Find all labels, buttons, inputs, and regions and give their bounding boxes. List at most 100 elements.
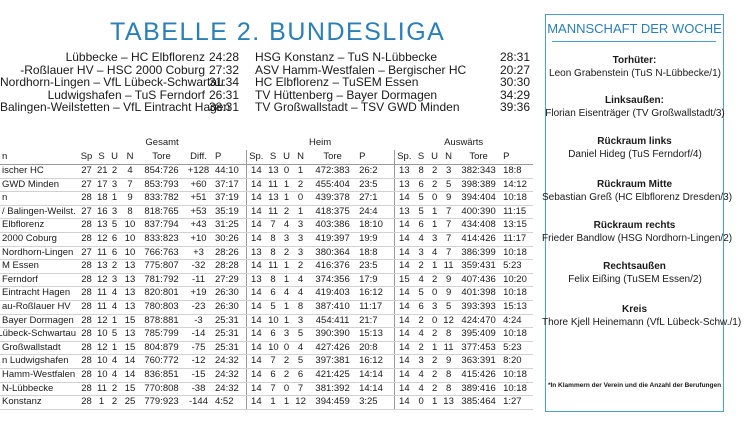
table-cell: 472:383 <box>308 164 358 179</box>
table-cell: 13 <box>121 286 139 301</box>
table-cell: 13 <box>394 205 415 220</box>
table-cell: 385:464 <box>456 395 502 410</box>
table-cell: 1 <box>293 164 309 179</box>
table-cell: 1 <box>95 395 108 410</box>
table-cell: 9 <box>441 286 457 301</box>
table-cell: 13 <box>246 273 267 288</box>
table-cell: 8 <box>441 368 457 383</box>
table-cell: 14 <box>394 382 415 397</box>
table-cell: 13 <box>266 164 281 179</box>
group-label-heim: Heim <box>309 137 332 148</box>
table-cell: +128 <box>184 164 213 179</box>
column-header: S <box>414 150 429 165</box>
table-cell: 5 <box>266 300 281 315</box>
table-cell: 424:470 <box>456 314 502 329</box>
match-score: 28:31 <box>499 50 530 64</box>
table-cell: 26:2 <box>357 164 395 179</box>
team-cell: M Essen <box>0 259 78 274</box>
table-cell: 833:823 <box>139 232 184 247</box>
table-cell: 4 <box>293 341 309 356</box>
team-name: GWD Minden <box>2 178 60 190</box>
table-cell: 393:393 <box>456 300 502 315</box>
table-cell: 780:803 <box>139 300 184 315</box>
table-cell: +60 <box>184 178 213 193</box>
table-cell: 23:5 <box>357 178 395 193</box>
table-cell: 398:389 <box>456 178 502 193</box>
page-title: TABELLE 2. BUNDESLIGA <box>110 18 446 46</box>
table-cell: 418:375 <box>308 205 358 220</box>
table-cell: 14:12 <box>501 178 534 193</box>
result-row: Balingen-Weilstetten – VfL Eintracht Hag… <box>0 101 533 114</box>
table-cell: 24:32 <box>213 354 247 369</box>
table-cell: 377:453 <box>456 341 502 356</box>
table-cell: 28:26 <box>213 246 247 261</box>
table-cell: 419:403 <box>308 286 358 301</box>
table-cell: 14 <box>246 286 267 301</box>
table-row: Hamm-Westfalen 28 10 4 14 836:851 -15 24:32 14 6 2… <box>0 368 534 383</box>
table-cell: 15:13 <box>501 300 534 315</box>
table-cell: 18 <box>95 191 108 206</box>
table-cell: 4 <box>108 354 121 369</box>
team-name: N-Lübbecke <box>2 382 54 394</box>
team-cell: Eintracht Hagen <box>0 286 78 301</box>
table-cell: 26:30 <box>213 300 247 315</box>
table-cell: 10:20 <box>501 273 534 288</box>
table-cell: 4 <box>414 232 429 247</box>
table-cell: 374:356 <box>308 273 358 288</box>
column-header: Tore <box>456 150 502 165</box>
table-cell: 9 <box>441 273 457 288</box>
table-cell: 14 <box>394 368 415 383</box>
table-cell: 14 <box>246 300 267 315</box>
team-name: ischer HC <box>2 165 44 176</box>
table-cell: 3 <box>108 178 121 193</box>
column-header: U <box>108 150 121 165</box>
table-cell: 10 <box>121 218 139 233</box>
table-cell: 3 <box>293 314 309 329</box>
table-cell: 18:8 <box>357 246 395 261</box>
table-row: Ferndorf 28 12 3 13 781:792 -11 27:29 13 8 1 4 374:3… <box>0 273 534 288</box>
table-cell: 2 <box>428 178 442 193</box>
player-name: Frieder Bandlow (HSG Nordhorn-Lingen/2) <box>542 233 733 244</box>
table-cell: 2 <box>428 368 442 383</box>
table-cell: 4:24 <box>501 314 534 329</box>
table-cell: 395:409 <box>456 327 502 342</box>
table-cell: 4 <box>293 286 309 301</box>
table-cell: 5 <box>108 327 121 342</box>
table-cell: 766:763 <box>139 246 184 261</box>
table-cell: 17:9 <box>357 273 395 288</box>
table-cell: 2 <box>428 327 442 342</box>
table-cell: 2 <box>280 354 294 369</box>
table-cell: +51 <box>184 191 213 206</box>
team-cell: GWD Minden <box>0 178 78 193</box>
column-header: Sp. <box>394 150 415 165</box>
position-label: Kreis <box>621 304 647 315</box>
table-cell: 5 <box>414 286 429 301</box>
table-cell: 12 <box>95 314 108 329</box>
table-cell: 421:425 <box>308 368 358 383</box>
table-cell: 13 <box>121 259 139 274</box>
table-cell: 760:772 <box>139 354 184 369</box>
table-cell: 27:1 <box>357 191 395 206</box>
table-cell: 7 <box>266 354 281 369</box>
table-cell: 21:7 <box>357 314 395 329</box>
table-cell: 2 <box>108 164 121 179</box>
table-cell: 4 <box>280 218 294 233</box>
table-cell: 4 <box>108 368 121 383</box>
table-cell: 13 <box>95 259 108 274</box>
table-cell: 11 <box>95 382 108 397</box>
table-cell: 1 <box>428 395 442 410</box>
table-cell: 6 <box>108 232 121 247</box>
team-cell: N-Lübbecke <box>0 382 78 397</box>
table-cell: 11 <box>266 205 281 220</box>
table-cell: 13 <box>394 178 415 193</box>
standings-table-wrap: Gesamt Heim Auswärts n Sp S U N Tore Diff. P Sp.… <box>0 135 534 410</box>
team-cell: / Balingen-Weilst. <box>0 205 78 220</box>
table-cell: 24:32 <box>213 382 247 397</box>
table-cell: 5 <box>293 354 309 369</box>
table-cell: 28 <box>78 191 95 206</box>
table-cell: 434:408 <box>456 218 502 233</box>
table-cell: 2 <box>428 273 442 288</box>
table-cell: 5 <box>108 218 121 233</box>
table-cell: 2 <box>414 314 429 329</box>
table-cell: 14 <box>246 259 267 274</box>
